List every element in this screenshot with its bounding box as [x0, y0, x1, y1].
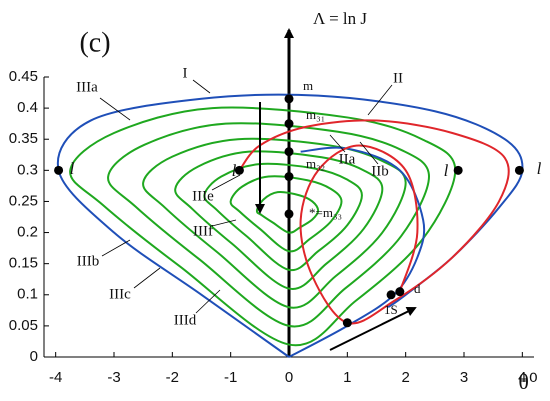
x-tick-label: -2: [166, 369, 179, 386]
curve: [203, 162, 363, 272]
x-tick-label: 2: [401, 369, 409, 386]
y-tick-label: 0: [30, 348, 38, 365]
annotation: l: [70, 159, 75, 178]
leader-line: [211, 219, 237, 227]
point: [54, 165, 64, 175]
point: [453, 165, 463, 175]
curve: [255, 190, 320, 234]
annotation: d: [414, 281, 421, 296]
point: [342, 318, 352, 328]
y-axis-label: Λ = ln J: [313, 9, 367, 28]
annotation: I: [183, 65, 188, 81]
annotation: l: [444, 161, 449, 180]
point: [284, 209, 294, 219]
point: [284, 147, 294, 157]
annotation: m₃₂: [306, 156, 325, 171]
y-tick-label: 0.05: [9, 317, 38, 334]
x-tick-label: 4: [518, 369, 526, 386]
leader-line: [101, 239, 131, 257]
x-tick-label: 3: [460, 369, 468, 386]
annotation: II: [393, 70, 403, 86]
point: [386, 290, 396, 300]
curve: [107, 122, 431, 328]
point: [514, 165, 524, 175]
leader-line: [329, 134, 346, 153]
curve: [174, 150, 384, 290]
annotation: IIIf: [193, 223, 213, 239]
x-tick-label: -4: [49, 369, 62, 386]
annotation: m: [303, 78, 313, 93]
annotation: IIIe: [192, 188, 214, 204]
y-tick-label: 0.3: [17, 161, 38, 178]
point: [234, 165, 244, 175]
leader-line: [211, 174, 241, 191]
annotation: *=m₃₃: [309, 205, 342, 220]
y-tick-label: 0.25: [9, 192, 38, 209]
annotation: l: [537, 159, 542, 178]
annotation: IIb: [371, 163, 389, 179]
y-tick-label: 0.2: [17, 224, 38, 241]
y-tick-label: 0.15: [9, 255, 38, 272]
flow-arrow: [329, 307, 417, 351]
curve: [142, 137, 407, 309]
y-tick-label: 0.45: [9, 68, 38, 85]
y-tick-label: 0.35: [9, 130, 38, 147]
leader-line: [99, 97, 131, 121]
x-tick-label: 1: [343, 369, 351, 386]
annotation: 1S: [384, 302, 398, 317]
x-tick-label: -1: [224, 369, 237, 386]
y-tick-label: 0.4: [17, 99, 38, 116]
curve: [238, 119, 510, 325]
annotation: l: [232, 161, 237, 180]
point: [395, 287, 405, 297]
chart-title: (c): [79, 27, 110, 58]
annotation: m₃₁: [306, 107, 325, 122]
curve: [288, 146, 426, 358]
point: [284, 172, 294, 182]
x-tick-label: -3: [107, 369, 120, 386]
point: [284, 119, 294, 129]
annotation: IIId: [174, 312, 197, 328]
annotation: IIa: [339, 151, 356, 167]
leader-line: [367, 84, 393, 116]
point: [284, 94, 294, 104]
leader-line: [192, 79, 211, 94]
y-tick-label: 0.1: [17, 286, 38, 303]
leader-line: [133, 267, 161, 289]
annotation: IIIc: [109, 286, 131, 302]
x-tick-label: 0: [285, 369, 293, 386]
x-axis-label: θ⁰: [518, 369, 538, 394]
annotation: IIIb: [77, 253, 100, 269]
leader-line: [359, 141, 379, 165]
annotation: IIIa: [76, 79, 98, 95]
leader-line: [195, 289, 221, 314]
